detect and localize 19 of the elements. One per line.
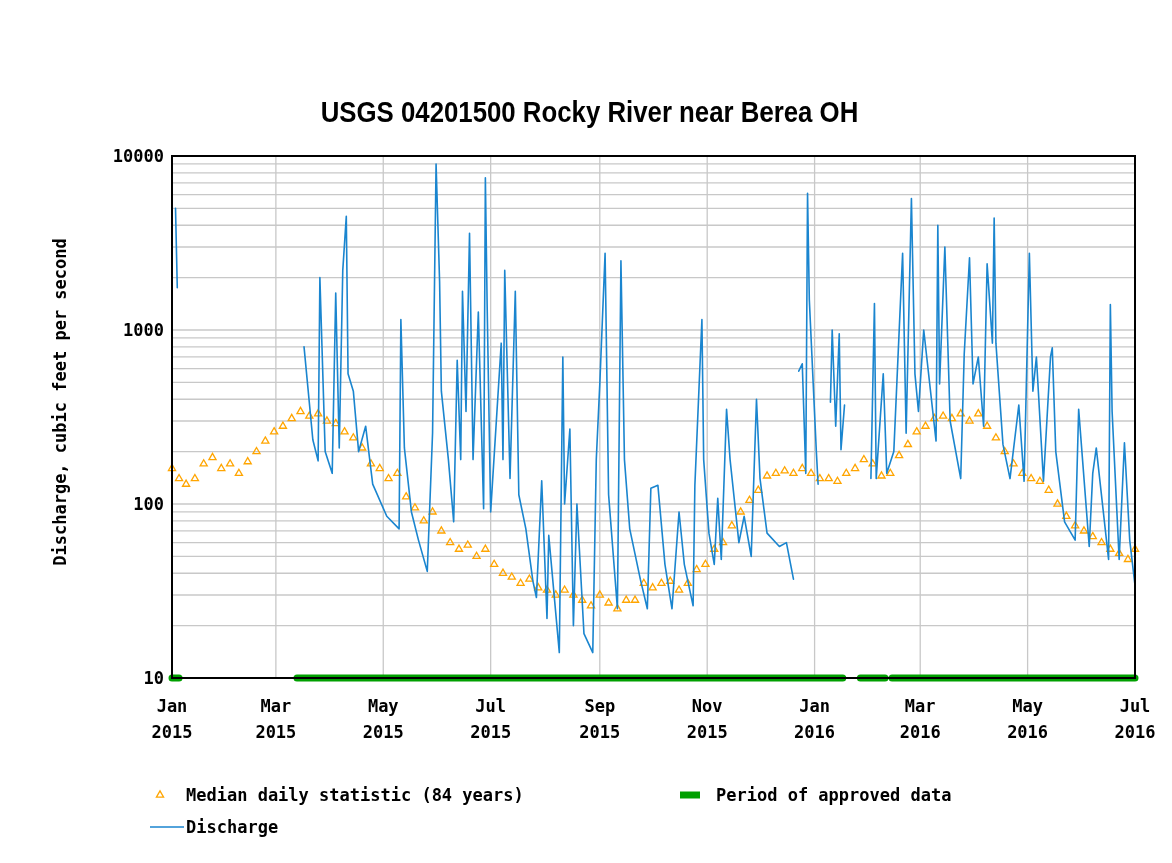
y-tick-label: 10 bbox=[143, 667, 164, 688]
y-tick-label: 100 bbox=[133, 493, 164, 514]
x-tick-label: Nov 2015 bbox=[686, 696, 728, 742]
legend-label: Period of approved data bbox=[716, 784, 952, 805]
y-tick-label: 1000 bbox=[123, 319, 164, 340]
x-tick-label: Jan 2016 bbox=[794, 696, 836, 742]
y-axis-title: Discharge, cubic feet per second bbox=[50, 238, 70, 566]
x-tick-label: May 2015 bbox=[362, 696, 404, 742]
y-tick-label: 10000 bbox=[112, 145, 164, 166]
x-tick-label: Jul 2016 bbox=[1114, 696, 1156, 742]
legend-label: Median daily statistic (84 years) bbox=[186, 784, 524, 805]
x-tick-label: Mar 2016 bbox=[899, 696, 941, 742]
x-tick-label: Jan 2015 bbox=[151, 696, 193, 742]
legend-label: Discharge bbox=[186, 816, 279, 837]
chart-title: USGS 04201500 Rocky River near Berea OH bbox=[320, 95, 859, 129]
x-tick-label: May 2016 bbox=[1007, 696, 1049, 742]
x-tick-label: Sep 2015 bbox=[579, 696, 621, 742]
x-tick-label: Jul 2015 bbox=[470, 696, 512, 742]
x-tick-label: Mar 2015 bbox=[255, 696, 297, 742]
